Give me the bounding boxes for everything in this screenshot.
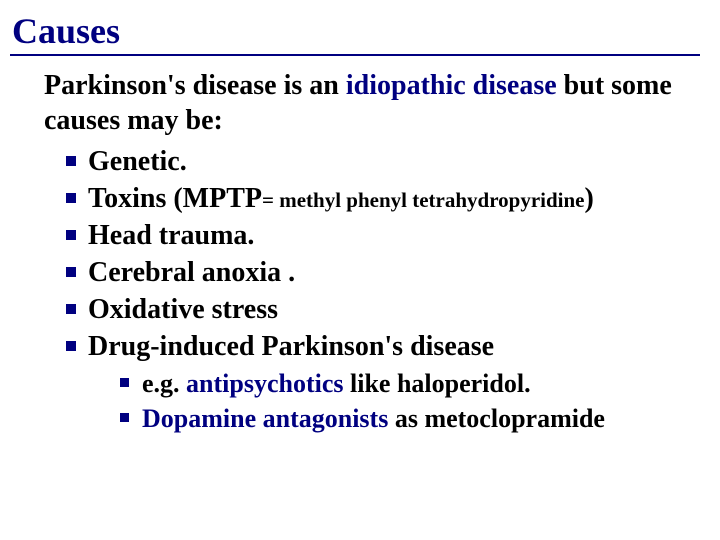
sub-text: as metoclopramide xyxy=(388,404,605,433)
sub-list-item: e.g. antipsychotics like haloperidol. xyxy=(120,368,700,401)
list-item: Cerebral anoxia . xyxy=(66,255,700,290)
sub-highlight: antipsychotics xyxy=(186,369,343,398)
item-text: Cerebral anoxia . xyxy=(88,257,295,288)
item-text: Drug-induced Parkinson's disease xyxy=(88,331,494,362)
sub-list: e.g. antipsychotics like haloperidol. Do… xyxy=(88,368,700,435)
slide-body: Parkinson's disease is an idiopathic dis… xyxy=(10,68,700,435)
sub-list-item: Dopamine antagonists as metoclopramide xyxy=(120,403,700,436)
slide-title: Causes xyxy=(10,10,700,56)
sub-text: e.g. xyxy=(142,369,186,398)
item-text: Toxins (MPTP xyxy=(88,183,262,214)
slide: Causes Parkinson's disease is an idiopat… xyxy=(0,0,720,540)
sub-highlight: Dopamine antagonists xyxy=(142,404,388,433)
intro-text: Parkinson's disease is an idiopathic dis… xyxy=(44,68,700,138)
sub-text: like haloperidol. xyxy=(344,369,531,398)
list-item: Head trauma. xyxy=(66,218,700,253)
item-text: Oxidative stress xyxy=(88,294,278,325)
list-item: Drug-induced Parkinson's disease e.g. an… xyxy=(66,329,700,435)
list-item: Toxins (MPTP= methyl phenyl tetrahydropy… xyxy=(66,181,700,216)
item-subtext: = methyl phenyl tetrahydropyridine xyxy=(262,188,585,212)
causes-list: Genetic. Toxins (MPTP= methyl phenyl tet… xyxy=(44,144,700,435)
item-text: Head trauma. xyxy=(88,220,254,251)
item-text: Genetic. xyxy=(88,146,187,177)
intro-highlight: idiopathic disease xyxy=(346,70,557,101)
intro-pre: Parkinson's disease is an xyxy=(44,70,346,101)
list-item: Genetic. xyxy=(66,144,700,179)
list-item: Oxidative stress xyxy=(66,292,700,327)
item-text: ) xyxy=(585,183,594,214)
